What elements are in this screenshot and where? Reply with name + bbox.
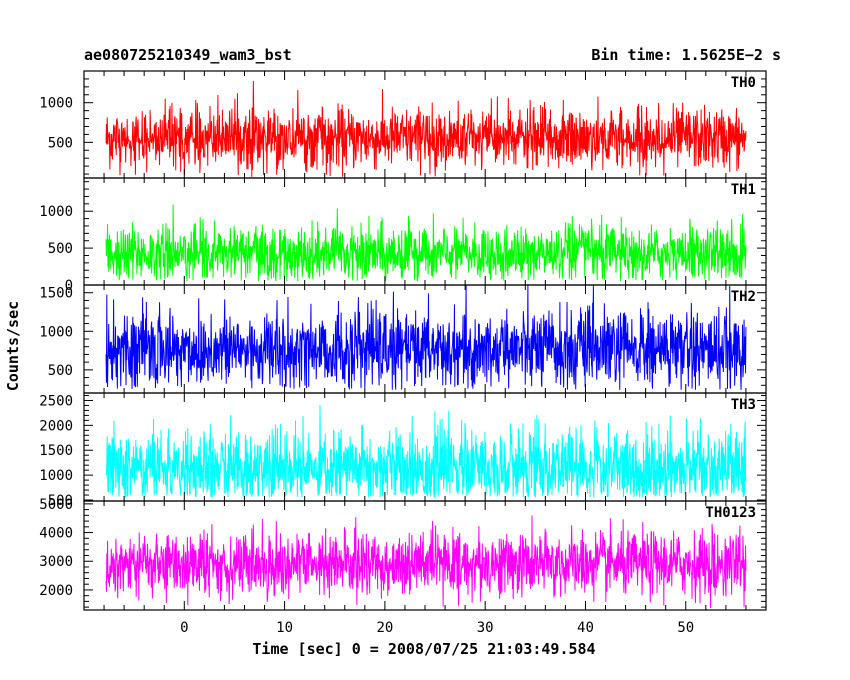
y-tick-label: 2000 <box>39 583 73 599</box>
y-axis-label: Counts/sec <box>4 301 22 391</box>
chart-title: ae080725210349_wam3_bst <box>84 46 292 64</box>
y-tick-label: 0 <box>65 278 73 294</box>
y-tick-label: 500 <box>48 135 73 151</box>
y-tick-label: 500 <box>48 241 73 257</box>
y-tick-label: 1500 <box>39 443 73 459</box>
panel-th0: 500 1000 TH0 <box>39 70 767 179</box>
panel-label-th3: TH3 <box>731 397 756 413</box>
y-tick-label: 2000 <box>39 418 73 434</box>
series-line-th0123 <box>105 515 747 608</box>
bin-time-label: Bin time: 1.5625E−2 s <box>591 46 781 64</box>
x-tick-label: 40 <box>577 620 594 636</box>
panels-group: 500 1000 TH0 0 500 1000 TH1 500 1000 1500 TH2 500 10… <box>39 70 767 611</box>
y-tick-label: 2500 <box>39 393 73 409</box>
panel-label-th2: TH2 <box>731 289 756 305</box>
series-line-th1 <box>105 204 747 282</box>
x-tick-label: 50 <box>677 620 694 636</box>
panel-th3: 500 1000 1500 2000 2500 TH3 <box>39 392 767 509</box>
panel-th0123: 2000 3000 4000 5000 TH0123 <box>39 497 767 611</box>
y-tick-label: 500 <box>48 493 73 509</box>
y-tick-label: 500 <box>48 363 73 379</box>
y-tick-label: 1500 <box>39 286 73 302</box>
y-tick-label: 1000 <box>39 468 73 484</box>
x-tick-label: 20 <box>376 620 393 636</box>
y-tick-label: 1000 <box>39 96 73 112</box>
series-line-th3 <box>105 405 747 498</box>
y-tick-label: 1000 <box>39 204 73 220</box>
panel-th2: 500 1000 1500 TH2 <box>39 284 767 394</box>
y-tick-label: 1000 <box>39 324 73 340</box>
y-tick-label: 4000 <box>39 526 73 542</box>
panel-th1: 0 500 1000 TH1 <box>39 177 767 294</box>
panel-label-th1: TH1 <box>731 182 756 198</box>
x-axis-label: Time [sec] 0 = 2008/07/25 21:03:49.584 <box>252 640 595 658</box>
x-axis: 0 10 20 30 40 50 <box>180 620 694 636</box>
x-tick-label: 10 <box>276 620 293 636</box>
panel-label-th0123: TH0123 <box>705 505 756 521</box>
y-tick-label: 5000 <box>39 497 73 513</box>
panel-label-th0: TH0 <box>731 75 756 91</box>
series-line-th2 <box>105 285 747 390</box>
x-tick-label: 30 <box>477 620 494 636</box>
y-tick-label: 3000 <box>39 554 73 570</box>
x-tick-label: 0 <box>180 620 188 636</box>
series-line-th0 <box>105 81 747 177</box>
